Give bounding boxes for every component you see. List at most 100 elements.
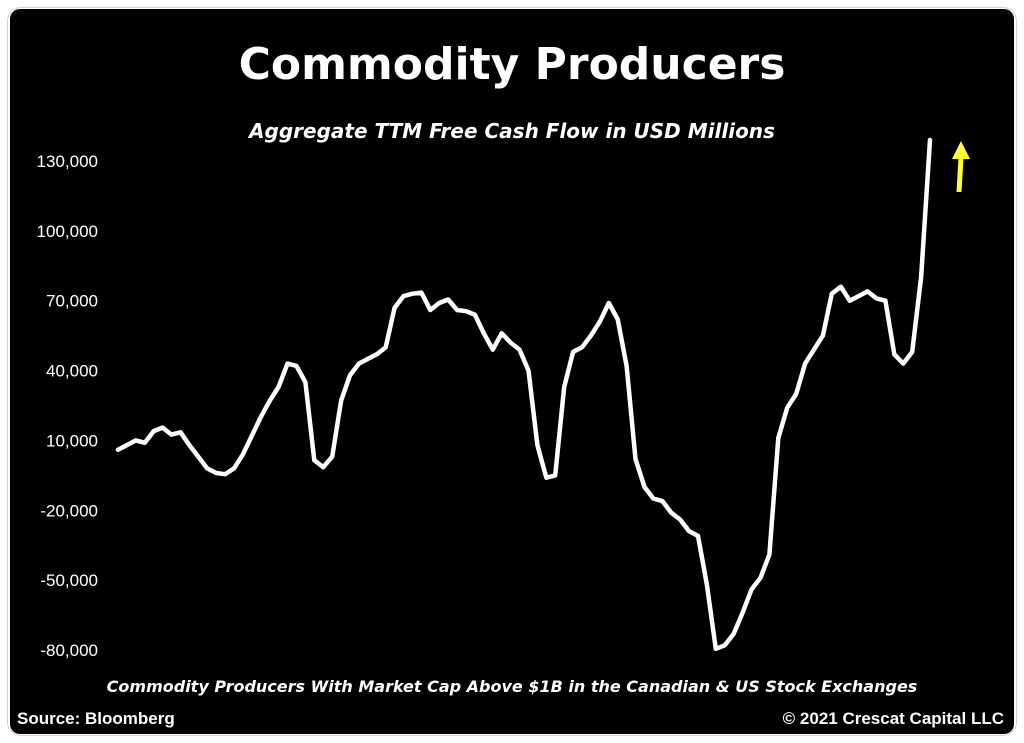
data-point [429, 309, 432, 311]
data-point [206, 467, 208, 470]
line-chart: 130,000 100,000 70,000 40,000 10,000 -20,000 -… [37, 137, 970, 660]
chart-panel: 130,000 100,000 70,000 40,000 10,000 -20,000 -… [10, 9, 1014, 734]
y-axis: 130,000 100,000 70,000 40,000 10,000 -20,000 -… [37, 152, 98, 660]
data-point [679, 518, 681, 521]
data-point [857, 295, 860, 297]
data-point [884, 299, 887, 302]
data-point [420, 291, 423, 294]
data-point [251, 435, 253, 437]
data-point [340, 400, 342, 402]
data-point [536, 444, 539, 446]
data-point [188, 444, 191, 446]
series-line [115, 137, 933, 652]
data-point [518, 348, 521, 351]
data-point [349, 374, 351, 377]
data-point [483, 332, 485, 335]
data-point [724, 644, 726, 647]
data-point [447, 298, 450, 301]
data-point [920, 276, 922, 279]
plot-area [115, 137, 933, 652]
data-point [822, 334, 824, 337]
data-point [331, 455, 334, 458]
data-point [759, 577, 762, 579]
data-point [706, 584, 708, 586]
up-arrow-shaft [956, 156, 964, 193]
data-point [233, 467, 235, 470]
data-point [795, 393, 797, 395]
data-point [697, 535, 699, 537]
data-point [215, 472, 217, 474]
data-point [242, 453, 244, 456]
data-point [750, 588, 753, 591]
data-point [777, 437, 780, 439]
data-point [268, 400, 271, 402]
data-point [732, 632, 735, 635]
y-tick-label: 100,000 [37, 222, 98, 241]
data-point [608, 302, 610, 304]
data-point [875, 297, 878, 300]
data-point [840, 285, 842, 288]
data-point [411, 292, 414, 295]
data-point [456, 309, 458, 311]
data-point [786, 407, 788, 409]
data-point [260, 416, 262, 418]
data-point [661, 500, 664, 502]
data-point [625, 365, 628, 367]
data-point [474, 313, 476, 316]
data-point [304, 381, 307, 384]
data-point [313, 459, 316, 462]
data-point [295, 365, 298, 367]
y-tick-label: 130,000 [37, 152, 98, 171]
data-point [643, 486, 646, 488]
y-tick-label: -20,000 [40, 501, 98, 520]
data-point [170, 433, 173, 436]
data-point [581, 346, 583, 349]
data-point [902, 362, 904, 365]
data-point [590, 334, 592, 337]
data-point [545, 476, 548, 479]
data-point [768, 553, 771, 556]
data-point [179, 431, 182, 434]
data-point [572, 351, 574, 353]
data-point [866, 290, 869, 293]
data-point [616, 318, 619, 321]
data-point [438, 302, 441, 304]
up-arrow-icon [952, 141, 970, 159]
y-tick-label: 10,000 [46, 431, 98, 450]
data-point [563, 386, 565, 388]
data-point [893, 353, 896, 356]
data-point [813, 348, 815, 351]
data-point [688, 530, 690, 532]
y-tick-label: 70,000 [46, 292, 98, 311]
data-point [161, 426, 164, 429]
data-point [393, 306, 396, 309]
data-point [224, 473, 226, 476]
chart-subtitle: Aggregate TTM Free Cash Flow in USD Mill… [249, 119, 775, 143]
data-point [152, 430, 155, 432]
data-point [911, 351, 913, 353]
data-point [527, 369, 530, 372]
data-point [465, 310, 467, 313]
chart-footnote: Commodity Producers With Market Cap Abov… [106, 677, 918, 696]
data-point [741, 611, 744, 614]
data-point [831, 292, 833, 295]
data-point [804, 362, 806, 365]
data-point [286, 362, 289, 365]
data-point [929, 139, 931, 141]
y-tick-label: -80,000 [40, 641, 98, 660]
data-point [848, 299, 851, 302]
data-point [652, 497, 655, 500]
copyright-label: © 2021 Crescat Capital LLC [782, 709, 1004, 728]
data-point [509, 341, 512, 344]
source-label: Source: Bloomberg [17, 709, 175, 728]
annotations [952, 141, 970, 193]
data-point [500, 332, 503, 335]
data-point [117, 448, 119, 451]
data-point [670, 511, 672, 514]
data-point [322, 466, 325, 469]
data-point [384, 346, 387, 349]
data-point [144, 442, 146, 444]
data-point [367, 358, 369, 360]
data-point [126, 444, 128, 446]
data-point [554, 474, 556, 477]
